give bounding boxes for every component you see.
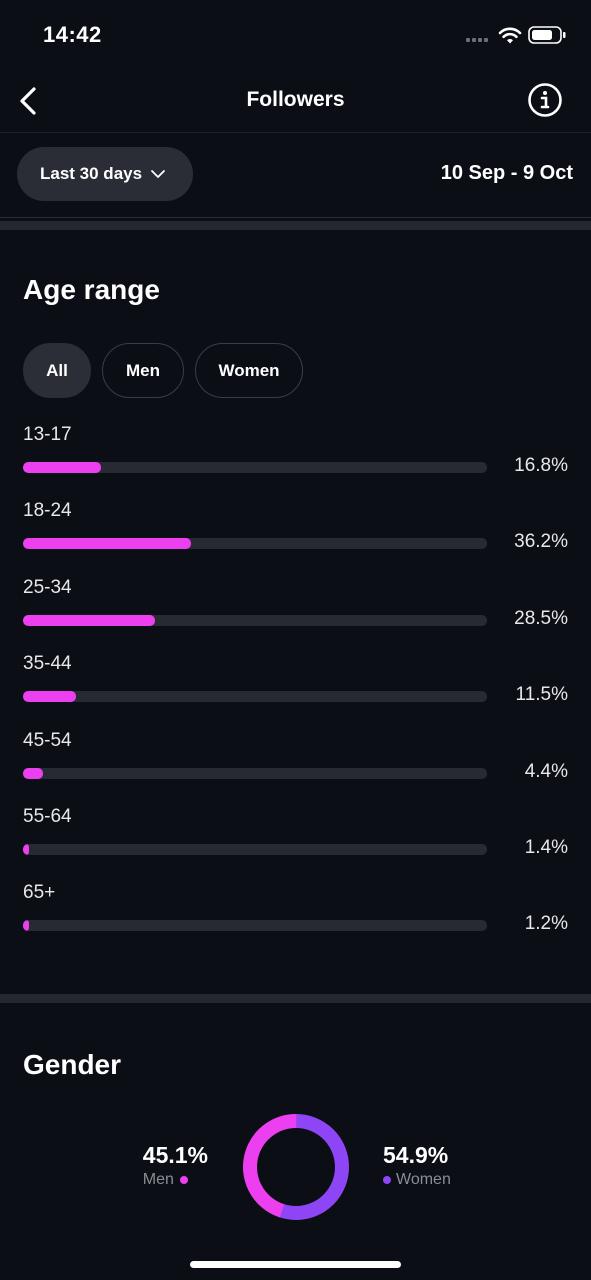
status-bar: 14:42 bbox=[0, 0, 591, 70]
age-label: 45-54 bbox=[23, 729, 72, 751]
age-label: 13-17 bbox=[23, 424, 72, 445]
age-bar-fill bbox=[23, 462, 101, 473]
tab-women[interactable]: Women bbox=[195, 343, 303, 398]
age-range-list: 13-17 16.8% 18-24 36.2% 25-34 28.5% 35-4… bbox=[23, 424, 573, 959]
age-bar-track bbox=[23, 767, 487, 779]
age-bar-track bbox=[23, 920, 487, 932]
tab-all-label: All bbox=[46, 360, 68, 380]
women-legend: Women bbox=[383, 1171, 451, 1189]
age-bar-fill bbox=[23, 538, 191, 550]
age-row: 13-17 16.8% bbox=[23, 424, 573, 500]
age-percentage: 1.4% bbox=[524, 836, 568, 858]
age-label: 25-34 bbox=[23, 576, 72, 598]
info-icon[interactable] bbox=[527, 82, 563, 118]
age-bar-fill bbox=[23, 767, 44, 779]
section-divider bbox=[0, 221, 591, 230]
age-row: 65+ 1.2% bbox=[23, 882, 573, 958]
age-bar-fill bbox=[23, 843, 30, 855]
section-divider bbox=[0, 994, 591, 1003]
age-percentage: 16.8% bbox=[514, 455, 568, 476]
date-range-dropdown[interactable]: Last 30 days bbox=[17, 147, 193, 201]
men-label: Men bbox=[142, 1171, 174, 1188]
tab-women-label: Women bbox=[218, 360, 280, 380]
age-percentage: 11.5% bbox=[515, 684, 568, 706]
battery-icon bbox=[528, 26, 566, 44]
date-range-text: 10 Sep - 9 Oct bbox=[440, 162, 573, 184]
wifi-icon bbox=[498, 27, 522, 44]
gender-title: Gender bbox=[23, 1049, 122, 1080]
age-label: 55-64 bbox=[23, 805, 72, 827]
age-row: 45-54 4.4% bbox=[23, 730, 573, 806]
age-label: 35-44 bbox=[23, 653, 72, 675]
home-indicator bbox=[190, 1261, 401, 1268]
gender-donut-chart bbox=[243, 1114, 349, 1220]
age-bar-track bbox=[23, 538, 487, 550]
age-bar-track bbox=[23, 843, 487, 855]
chevron-left-icon[interactable] bbox=[14, 84, 44, 118]
date-range-dropdown-label: Last 30 days bbox=[40, 164, 143, 183]
age-bar-track bbox=[23, 614, 487, 626]
gender-women-stat: 54.9% Women bbox=[383, 1142, 451, 1189]
women-legend-dot bbox=[383, 1176, 391, 1184]
age-row: 55-64 1.4% bbox=[23, 806, 573, 882]
chevron-down-icon bbox=[151, 170, 165, 178]
age-label: 18-24 bbox=[23, 500, 72, 522]
age-label: 65+ bbox=[23, 882, 56, 904]
men-legend: Men bbox=[143, 1171, 208, 1189]
nav-header: Followers bbox=[0, 70, 591, 133]
age-bar-track bbox=[23, 462, 487, 473]
gender-men-stat: 45.1% Men bbox=[143, 1142, 208, 1189]
age-percentage: 1.2% bbox=[524, 913, 568, 935]
age-bar-fill bbox=[23, 920, 29, 932]
age-row: 35-44 11.5% bbox=[23, 653, 573, 729]
gender-breakdown: 45.1% Men 54.9% Women bbox=[0, 1100, 591, 1230]
tab-men-label: Men bbox=[126, 360, 160, 380]
status-time: 14:42 bbox=[43, 22, 102, 47]
age-percentage: 28.5% bbox=[514, 607, 568, 629]
men-percentage: 45.1% bbox=[142, 1142, 208, 1168]
age-range-title: Age range bbox=[23, 274, 160, 305]
age-percentage: 4.4% bbox=[524, 760, 568, 782]
age-percentage: 36.2% bbox=[514, 531, 568, 553]
age-bar-track bbox=[23, 691, 487, 703]
women-percentage: 54.9% bbox=[383, 1142, 449, 1168]
gender-filter-tabs: All Men Women bbox=[23, 343, 314, 398]
filter-row: Last 30 days 10 Sep - 9 Oct bbox=[0, 133, 591, 218]
tab-men[interactable]: Men bbox=[102, 343, 184, 398]
page-title: Followers bbox=[246, 88, 345, 111]
age-bar-fill bbox=[23, 691, 77, 703]
age-row: 18-24 36.2% bbox=[23, 500, 573, 576]
age-bar-fill bbox=[23, 614, 156, 626]
tab-all[interactable]: All bbox=[23, 343, 91, 398]
cellular-signal-icon bbox=[466, 38, 492, 44]
donut-arc-men bbox=[243, 1114, 349, 1220]
age-row: 25-34 28.5% bbox=[23, 577, 573, 653]
men-legend-dot bbox=[179, 1176, 188, 1184]
women-label: Women bbox=[396, 1171, 451, 1188]
